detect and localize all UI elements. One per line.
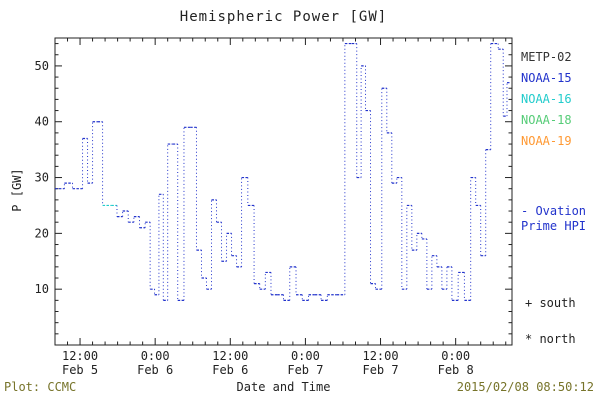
legend-item-noaa-18: NOAA-18: [521, 113, 572, 127]
x-tick-label: 0:00 Feb 6: [137, 349, 174, 377]
chart-title: Hemispheric Power [GW]: [179, 9, 388, 25]
satellite-legend: METP-02 NOAA-15 NOAA-16 NOAA-18 NOAA-19: [521, 47, 572, 152]
x-axis-title: Date and Time: [236, 380, 331, 394]
south-marker-label: + south: [525, 296, 576, 310]
legend-item-noaa-15: NOAA-15: [521, 71, 572, 85]
x-tick-label: 12:00 Feb 7: [362, 349, 399, 377]
plot-timestamp: 2015/02/08 08:50:12: [456, 380, 594, 394]
legend-item-metp-02: METP-02: [521, 50, 572, 64]
y-tick-label: 10: [35, 282, 49, 296]
legend-item-noaa-16: NOAA-16: [521, 92, 572, 106]
x-tick-label: 12:00 Feb 5: [61, 349, 99, 377]
legend-item-noaa-19: NOAA-19: [521, 134, 572, 148]
x-tick-label: 0:00 Feb 7: [287, 349, 324, 377]
x-axis-tick-labels: 12:00 Feb 5 0:00 Feb 6 12:00 Feb 6 0:00 Feb 7 12…: [0, 349, 600, 379]
y-tick-label: 20: [35, 226, 49, 240]
plot-source: Plot: CCMC: [4, 380, 77, 394]
ovation-label: - Ovation Prime HPI: [521, 204, 586, 234]
y-tick-label: 30: [35, 171, 49, 185]
ovation-line2: Prime HPI: [521, 219, 587, 233]
y-tick-label: 40: [35, 115, 49, 129]
x-tick-label: 0:00 Feb 8: [437, 349, 474, 377]
x-tick-label: 12:00 Feb 6: [212, 349, 249, 377]
ovation-line1: - Ovation: [521, 204, 587, 218]
north-marker-label: * north: [525, 332, 576, 346]
plot-frame: [54, 37, 513, 346]
y-tick-label: 50: [35, 59, 49, 73]
